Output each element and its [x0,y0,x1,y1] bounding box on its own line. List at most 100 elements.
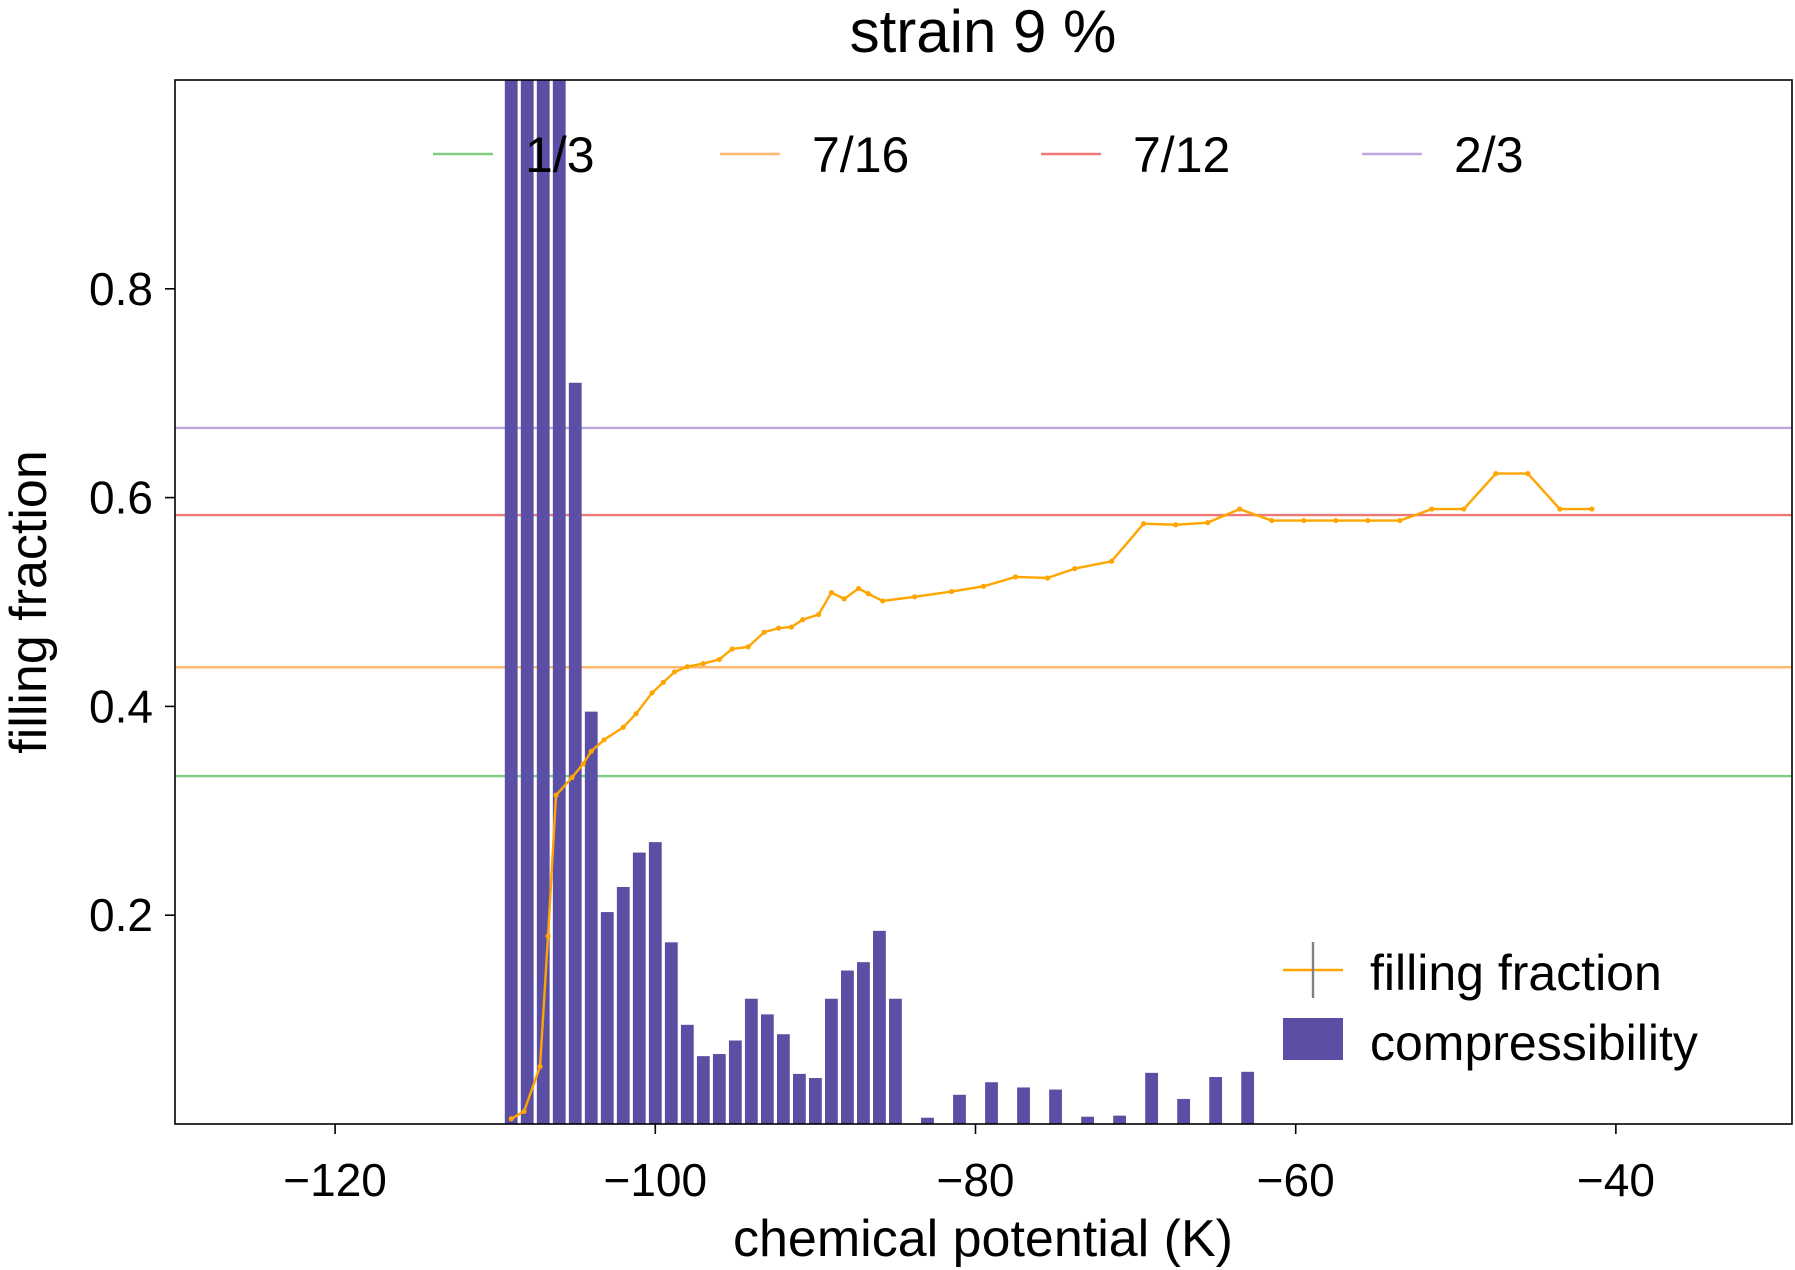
filling-fraction-point-21 [788,624,794,630]
reference-legend-label-0: 1/3 [525,127,595,183]
compressibility-bar-10 [664,942,678,1124]
filling-fraction-point-34 [1072,565,1078,572]
filling-fraction-point-30 [948,588,955,595]
filling-fraction-point-49 [1557,506,1563,512]
compressibility-bar-28 [1017,1087,1030,1124]
compressibility-bar-12 [696,1056,710,1124]
compressibility-bar-24 [889,998,902,1124]
filling-fraction-point-41 [1301,517,1307,524]
filling-fraction-point-40 [1269,517,1275,524]
compressibility-bar-14 [728,1040,742,1124]
compressibility-bar-34 [1209,1077,1223,1124]
filling-fraction-point-10 [633,711,639,717]
y-axis-ticks: 0.2 0.4 0.6 0.8 [89,263,175,941]
compressibility-bar-1 [520,80,534,1124]
filling-fraction-point-39 [1237,506,1243,512]
filling-fraction-point-5 [569,774,575,780]
filling-fraction-point-19 [761,629,767,635]
x-axis-ticks: −120 −100 −80 −60 −40 [283,1124,1655,1206]
filling-fraction-point-28 [880,598,886,604]
filling-fraction-point-38 [1205,520,1211,526]
filling-fraction-point-11 [649,690,655,696]
compressibility-bar-32 [1145,1072,1159,1124]
filling-fraction-point-48 [1525,470,1531,477]
filling-fraction-point-6 [580,761,586,767]
compressibility-bar-0 [504,80,518,1124]
filling-fraction-point-8 [601,737,607,743]
compressibility-bar-16 [760,1014,774,1124]
y-tick-label-0: 0.2 [89,889,153,941]
compressibility-bar-26 [953,1094,966,1124]
compressibility-bar-11 [680,1024,694,1124]
compressibility-bar-29 [1049,1089,1062,1124]
filling-fraction-point-50 [1589,506,1595,512]
compressibility-bar-33 [1177,1098,1191,1124]
compressibility-bar-5 [584,711,598,1124]
filling-fraction-point-22 [799,617,806,623]
reference-legend: 1/3 7/16 7/12 2/3 [433,127,1524,183]
compressibility-bars [504,80,1255,1124]
legend-label-filling-fraction: filling fraction [1370,945,1662,1001]
filling-fraction-point-18 [745,644,751,650]
compressibility-bar-35 [1241,1071,1255,1124]
filling-fraction-point-31 [980,583,987,589]
filling-fraction-point-7 [588,748,594,754]
y-tick-label-1: 0.4 [89,680,153,732]
x-axis-label: chemical potential (K) [733,1210,1233,1268]
compressibility-bar-25 [921,1117,934,1124]
x-tick-label-3: −60 [1257,1154,1335,1206]
filling-fraction-point-9 [620,724,626,730]
filling-fraction-point-1 [521,1108,527,1115]
compressibility-bar-31 [1113,1115,1126,1124]
chart-title: strain 9 % [850,0,1117,65]
compressibility-bar-2 [536,80,550,1124]
x-tick-label-4: −40 [1577,1154,1655,1206]
filling-fraction-point-3 [545,933,551,939]
y-tick-label-2: 0.6 [89,472,153,524]
filling-fraction-point-26 [856,585,862,592]
compressibility-bar-9 [648,842,662,1124]
compressibility-bar-21 [841,970,854,1124]
plot-frame [174,79,1793,1125]
filling-fraction-point-45 [1429,506,1435,512]
compressibility-bar-15 [744,998,758,1124]
filling-fraction-point-2 [537,1063,543,1070]
filling-fraction-point-47 [1493,470,1499,477]
filling-fraction-point-24 [828,590,835,596]
reference-legend-label-2: 7/12 [1133,127,1230,183]
filling-fraction-point-12 [660,679,666,685]
filling-fraction-series [508,470,1595,1122]
compressibility-bar-7 [616,887,630,1124]
compressibility-bar-27 [985,1082,998,1124]
filling-fraction-point-4 [553,792,559,798]
x-tick-label-0: −120 [283,1154,387,1206]
x-tick-label-2: −80 [936,1154,1014,1206]
filling-fraction-point-43 [1365,517,1371,524]
filling-fraction-point-42 [1333,517,1339,524]
y-tick-label-3: 0.8 [89,263,153,315]
filling-fraction-point-0 [508,1116,514,1122]
filling-fraction-point-16 [716,656,722,663]
compressibility-bar-17 [776,1034,790,1124]
reference-lines [175,426,1792,778]
filling-fraction-point-27 [865,591,871,597]
x-tick-label-1: −100 [603,1154,707,1206]
filling-fraction-point-20 [775,625,782,631]
compressibility-bar-8 [632,852,646,1124]
legend-bar-swatch [1283,1018,1343,1060]
reference-legend-label-1: 7/16 [812,127,909,183]
filling-fraction-point-13 [671,669,678,675]
compressibility-bar-19 [808,1078,822,1124]
filling-fraction-point-46 [1461,506,1467,512]
filling-fraction-point-15 [700,660,706,667]
compressibility-bar-13 [712,1054,726,1124]
filling-fraction-point-25 [841,596,847,602]
compressibility-bar-18 [792,1073,806,1124]
filling-fraction-point-33 [1044,575,1051,581]
compressibility-bar-23 [873,930,886,1124]
filling-fraction-point-14 [684,664,690,670]
series-legend: filling fraction compressibility [1283,942,1698,1071]
reference-legend-label-3: 2/3 [1454,127,1524,183]
filling-fraction-point-36 [1140,521,1147,527]
